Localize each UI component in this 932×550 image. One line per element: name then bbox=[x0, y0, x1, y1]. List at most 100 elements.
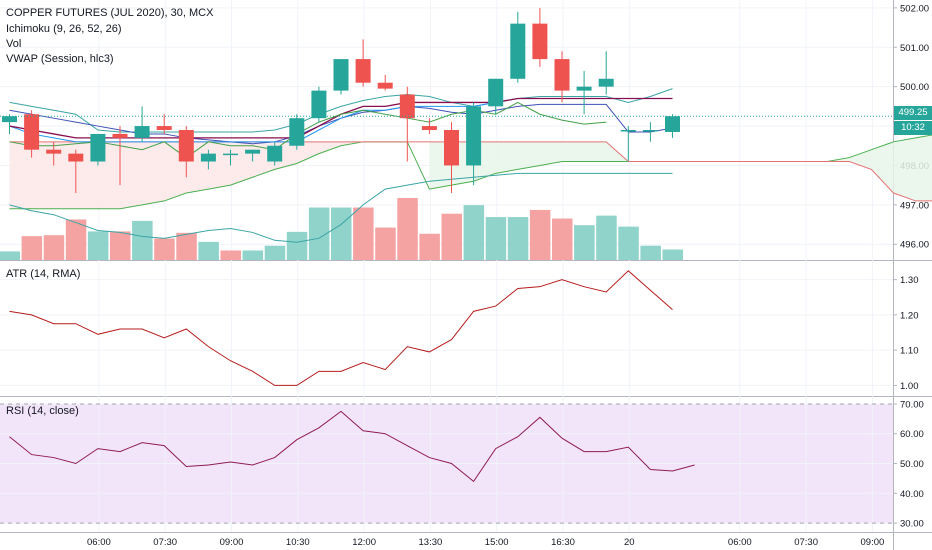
volume-bar bbox=[0, 251, 20, 260]
volume-bar bbox=[154, 238, 175, 260]
volume-bar bbox=[132, 220, 153, 260]
candle-body bbox=[642, 130, 658, 132]
volume-bar bbox=[286, 231, 308, 260]
candle-body bbox=[90, 133, 106, 162]
volume-bar bbox=[110, 231, 131, 260]
time-tick-label: 09:00 bbox=[861, 537, 885, 548]
atr-tick-label: 1.10 bbox=[900, 346, 919, 357]
candle-body bbox=[377, 82, 393, 89]
candle-body bbox=[488, 78, 504, 107]
time-tick-label: 12:00 bbox=[352, 537, 376, 548]
volume-bar bbox=[375, 227, 396, 260]
volume-bar bbox=[65, 219, 87, 260]
volume-bar bbox=[529, 209, 551, 260]
time-tick-label: 07:30 bbox=[153, 537, 177, 548]
candle-body bbox=[355, 59, 371, 83]
time-tick-label: 06:00 bbox=[87, 537, 111, 548]
lower-band-line bbox=[9, 172, 673, 243]
atr-legend[interactable]: ATR (14, RMA) bbox=[6, 268, 81, 280]
last-price-tag: 499.25 bbox=[894, 106, 932, 120]
time-tick-label: 13:30 bbox=[419, 537, 443, 548]
candle-body bbox=[200, 153, 216, 162]
candle-body bbox=[399, 94, 415, 119]
atr-tick-label: 1.20 bbox=[900, 310, 919, 321]
volume-bar bbox=[618, 226, 639, 260]
atr-line bbox=[9, 270, 673, 386]
volume-legend[interactable]: Vol bbox=[6, 38, 22, 50]
candle-body bbox=[576, 86, 592, 91]
price-tick-label: 502.00 bbox=[900, 3, 929, 14]
volume-bar bbox=[463, 205, 485, 260]
candle-body bbox=[466, 106, 482, 166]
volume-bar bbox=[242, 250, 264, 260]
volume-bar bbox=[552, 218, 573, 260]
volume-bar bbox=[397, 198, 418, 260]
candle-body bbox=[267, 145, 283, 162]
volume-bar bbox=[43, 235, 65, 260]
chikou-span-line bbox=[9, 101, 607, 159]
candle-body bbox=[156, 126, 172, 130]
atr-tick-label: 1.30 bbox=[900, 275, 919, 286]
time-tick-label: 10:30 bbox=[286, 537, 310, 548]
volume-bar bbox=[441, 213, 462, 260]
candle-body bbox=[532, 23, 548, 60]
volume-bar bbox=[419, 233, 440, 260]
candle-body bbox=[311, 90, 327, 119]
candle-body bbox=[289, 118, 305, 146]
volume-bar bbox=[574, 225, 595, 260]
rsi-tick-label: 30.00 bbox=[900, 519, 924, 530]
rsi-tick-label: 70.00 bbox=[900, 399, 924, 410]
volume-bar bbox=[198, 241, 219, 260]
volume-bar bbox=[220, 250, 241, 260]
volume-bar bbox=[21, 236, 43, 260]
volume-bar bbox=[640, 245, 661, 260]
ichimoku-legend[interactable]: Ichimoku (9, 26, 52, 26) bbox=[6, 23, 122, 35]
candle-body bbox=[46, 149, 62, 154]
candle-body bbox=[2, 116, 17, 123]
rsi-tick-label: 50.00 bbox=[900, 459, 924, 470]
volume-bar bbox=[596, 215, 617, 260]
candle-body bbox=[134, 126, 150, 138]
time-tick-label: 06:00 bbox=[728, 537, 752, 548]
atr-tick-label: 1.00 bbox=[900, 381, 919, 392]
volume-bar bbox=[308, 207, 330, 260]
volume-bar bbox=[353, 207, 374, 260]
candle-body bbox=[510, 23, 526, 79]
senkou-span-a-line bbox=[9, 134, 932, 210]
time-tick-label: 16:30 bbox=[551, 537, 575, 548]
candle-body bbox=[112, 133, 128, 138]
ichimoku-cloud-neutral bbox=[429, 141, 783, 190]
volume-bar bbox=[87, 231, 109, 260]
vwap-legend[interactable]: VWAP (Session, hlc3) bbox=[6, 53, 114, 65]
candle-body bbox=[178, 130, 194, 162]
time-tick-label: 09:00 bbox=[220, 537, 244, 548]
price-tick-label: 497.00 bbox=[900, 200, 929, 211]
rsi-tick-label: 40.00 bbox=[900, 489, 924, 500]
tenkan-sen-line bbox=[9, 97, 673, 143]
countdown-tag: 10:32 bbox=[894, 121, 932, 135]
candle-body bbox=[598, 78, 614, 87]
volume-bar bbox=[507, 217, 529, 260]
time-tick-label: 20 bbox=[624, 537, 635, 548]
candle-body bbox=[333, 59, 349, 91]
time-tick-label: 07:30 bbox=[794, 537, 818, 548]
time-tick-label: 15:00 bbox=[485, 537, 509, 548]
candle-body bbox=[24, 114, 40, 150]
candle-body bbox=[665, 116, 680, 132]
volume-bar bbox=[662, 249, 683, 260]
price-tick-label: 496.00 bbox=[900, 240, 929, 251]
candle-body bbox=[68, 153, 84, 162]
volume-bar bbox=[331, 207, 352, 260]
volume-bar bbox=[176, 232, 197, 260]
rsi-line bbox=[9, 410, 695, 483]
price-tick-label: 501.00 bbox=[900, 43, 929, 54]
candle-body bbox=[245, 149, 261, 154]
volume-bar bbox=[264, 245, 286, 260]
candle-body bbox=[444, 130, 459, 166]
candle-body bbox=[421, 126, 437, 130]
rsi-legend[interactable]: RSI (14, close) bbox=[6, 405, 79, 417]
candle-body bbox=[554, 59, 570, 91]
candle-body bbox=[620, 130, 636, 132]
main-chart-title: COPPER FUTURES (JUL 2020), 30, MCX bbox=[6, 7, 214, 19]
